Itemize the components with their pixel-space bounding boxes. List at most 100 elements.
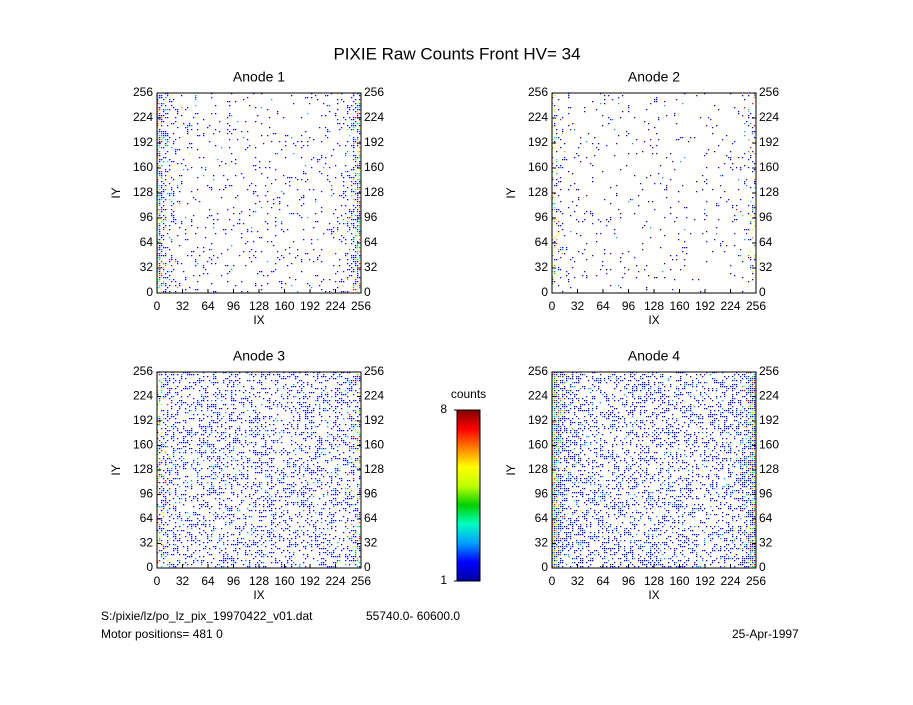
y-tick-label: 0 bbox=[146, 560, 153, 574]
x-tick-label: 64 bbox=[596, 574, 610, 588]
x-tick-label: 64 bbox=[201, 299, 215, 313]
x-axis-label: IX bbox=[253, 313, 264, 327]
y-tick-label: 160 bbox=[528, 438, 548, 452]
x-tick-label: 96 bbox=[227, 299, 241, 313]
panel-title: Anode 4 bbox=[628, 348, 680, 364]
file-name: S:/pixie/lz/po_lz_pix_19970422_v01.dat bbox=[101, 609, 313, 623]
x-tick-label: 0 bbox=[549, 574, 556, 588]
y-tick-label: 32 bbox=[140, 536, 154, 550]
y-tick-label: 160 bbox=[133, 438, 153, 452]
panel-title: Anode 2 bbox=[628, 69, 680, 85]
y-tick-label-right: 96 bbox=[364, 487, 378, 501]
y-tick-label: 96 bbox=[535, 210, 549, 224]
y-tick-label: 160 bbox=[133, 160, 153, 174]
y-tick-label-right: 64 bbox=[364, 235, 378, 249]
x-tick-label: 192 bbox=[695, 574, 715, 588]
x-tick-label: 160 bbox=[274, 299, 294, 313]
y-tick-label-right: 256 bbox=[759, 85, 779, 99]
y-tick-label-right: 160 bbox=[364, 160, 384, 174]
x-tick-label: 256 bbox=[746, 299, 766, 313]
y-tick-label-right: 160 bbox=[759, 438, 779, 452]
y-tick-label: 224 bbox=[133, 389, 153, 403]
y-tick-label-right: 64 bbox=[364, 511, 378, 525]
x-tick-label: 0 bbox=[549, 299, 556, 313]
y-tick-label: 0 bbox=[146, 285, 153, 299]
y-tick-label-right: 0 bbox=[759, 285, 766, 299]
y-tick-label: 32 bbox=[535, 260, 549, 274]
y-axis-label: IY bbox=[109, 187, 123, 198]
x-tick-label: 96 bbox=[227, 574, 241, 588]
y-tick-label-right: 192 bbox=[759, 413, 779, 427]
y-tick-label: 192 bbox=[528, 135, 548, 149]
x-tick-label: 64 bbox=[596, 299, 610, 313]
y-tick-label: 0 bbox=[541, 285, 548, 299]
y-tick-label: 256 bbox=[133, 364, 153, 378]
pixel-texture bbox=[157, 372, 361, 568]
y-tick-label-right: 0 bbox=[364, 285, 371, 299]
y-tick-label-right: 0 bbox=[364, 560, 371, 574]
y-tick-label-right: 256 bbox=[759, 364, 779, 378]
x-axis-label: IX bbox=[648, 313, 659, 327]
y-tick-label: 256 bbox=[528, 364, 548, 378]
y-tick-label-right: 256 bbox=[364, 364, 384, 378]
y-tick-label-right: 224 bbox=[364, 110, 384, 124]
y-tick-label-right: 192 bbox=[759, 135, 779, 149]
x-tick-label: 160 bbox=[274, 574, 294, 588]
x-axis-label: IX bbox=[648, 588, 659, 602]
y-tick-label-right: 160 bbox=[759, 160, 779, 174]
x-tick-label: 0 bbox=[154, 299, 161, 313]
y-tick-label-right: 96 bbox=[759, 487, 773, 501]
x-tick-label: 128 bbox=[644, 574, 664, 588]
x-tick-label: 32 bbox=[176, 574, 190, 588]
y-tick-label-right: 192 bbox=[364, 413, 384, 427]
x-tick-label: 32 bbox=[571, 299, 585, 313]
x-tick-label: 224 bbox=[325, 299, 345, 313]
y-tick-label: 160 bbox=[528, 160, 548, 174]
y-axis-label: IY bbox=[504, 187, 518, 198]
chart-title: PIXIE Raw Counts Front HV= 34 bbox=[333, 44, 580, 63]
y-tick-label: 256 bbox=[133, 85, 153, 99]
panel-title: Anode 3 bbox=[233, 348, 285, 364]
colorbar-label: counts bbox=[451, 387, 486, 401]
y-tick-label-right: 96 bbox=[759, 210, 773, 224]
x-tick-label: 32 bbox=[176, 299, 190, 313]
x-tick-label: 224 bbox=[720, 299, 740, 313]
x-tick-label: 192 bbox=[300, 574, 320, 588]
y-tick-label: 256 bbox=[528, 85, 548, 99]
y-tick-label: 192 bbox=[133, 413, 153, 427]
x-tick-label: 128 bbox=[249, 574, 269, 588]
colorbar-tick-label: 8 bbox=[440, 402, 447, 416]
x-tick-label: 224 bbox=[325, 574, 345, 588]
pixel-texture bbox=[552, 372, 756, 568]
y-tick-label-right: 224 bbox=[759, 389, 779, 403]
x-tick-label: 160 bbox=[669, 574, 689, 588]
y-tick-label: 192 bbox=[528, 413, 548, 427]
y-axis-label: IY bbox=[109, 464, 123, 475]
y-tick-label-right: 128 bbox=[759, 185, 779, 199]
y-axis-label: IY bbox=[504, 464, 518, 475]
x-tick-label: 96 bbox=[622, 574, 636, 588]
y-tick-label: 96 bbox=[535, 487, 549, 501]
y-tick-label-right: 32 bbox=[759, 536, 773, 550]
y-tick-label-right: 128 bbox=[759, 462, 779, 476]
x-tick-label: 192 bbox=[300, 299, 320, 313]
motor-positions: Motor positions= 481 0 bbox=[101, 627, 223, 641]
x-tick-label: 128 bbox=[644, 299, 664, 313]
y-tick-label: 64 bbox=[140, 235, 154, 249]
colorbar-tick-label: 1 bbox=[440, 573, 447, 587]
y-tick-label: 32 bbox=[535, 536, 549, 550]
x-tick-label: 128 bbox=[249, 299, 269, 313]
y-tick-label-right: 128 bbox=[364, 185, 384, 199]
y-tick-label-right: 96 bbox=[364, 210, 378, 224]
y-tick-label: 64 bbox=[535, 511, 549, 525]
y-tick-label-right: 160 bbox=[364, 438, 384, 452]
y-tick-label: 128 bbox=[528, 185, 548, 199]
y-tick-label: 128 bbox=[133, 462, 153, 476]
x-tick-label: 32 bbox=[571, 574, 585, 588]
y-tick-label: 128 bbox=[133, 185, 153, 199]
y-tick-label: 64 bbox=[140, 511, 154, 525]
x-tick-label: 192 bbox=[695, 299, 715, 313]
y-tick-label: 96 bbox=[140, 210, 154, 224]
